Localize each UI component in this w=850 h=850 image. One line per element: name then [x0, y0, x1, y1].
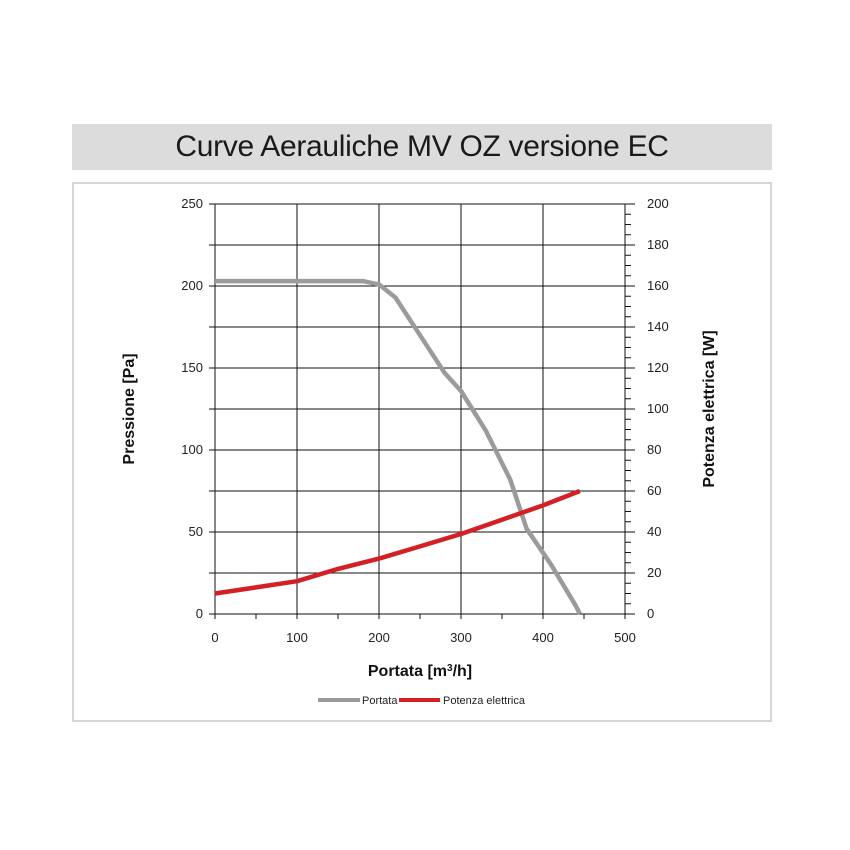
y2-axis-title: Potenza elettrica [W] [701, 330, 718, 487]
y-tick-label: 250 [181, 196, 203, 211]
y2-tick-label: 200 [647, 196, 669, 211]
grid-lines [209, 203, 626, 615]
chart-panel [72, 182, 772, 722]
y-axis-title: Pressione [Pa] [121, 353, 138, 464]
legend: Portata Potenza elettrica [318, 695, 526, 707]
legend-label-potenza: Potenza elettrica [443, 695, 526, 707]
y2-tick-label: 20 [647, 565, 661, 580]
y2-tick-label: 120 [647, 360, 669, 375]
legend-label-portata: Portata [362, 695, 398, 707]
y2-tick-label: 0 [647, 606, 654, 621]
y2-tick-label: 60 [647, 483, 661, 498]
series-line-potenza-elettrica [214, 488, 581, 596]
right-axis: 0 20 40 60 80 100 120 140 160 180 200 [625, 196, 669, 621]
x-tick-label: 100 [286, 630, 308, 645]
series-line-portata [215, 278, 582, 616]
x-tick-label: 300 [450, 630, 472, 645]
y2-tick-label: 40 [647, 524, 661, 539]
y-tick-label: 0 [196, 606, 203, 621]
y-tick-label: 150 [181, 360, 203, 375]
x-axis-title: Portata [m3/h] [368, 663, 472, 681]
x-tick-label: 500 [614, 630, 636, 645]
y2-tick-label: 80 [647, 442, 661, 457]
x-tick-label: 0 [211, 630, 218, 645]
y-tick-label: 100 [181, 442, 203, 457]
y2-tick-label: 180 [647, 237, 669, 252]
y2-tick-label: 160 [647, 278, 669, 293]
y2-tick-label: 140 [647, 319, 669, 334]
y-tick-label: 200 [181, 278, 203, 293]
series-layer [214, 278, 582, 616]
left-axis: 0 50 100 150 200 250 [181, 196, 203, 621]
x-tick-label: 400 [532, 630, 554, 645]
chart-title: Curve Aerauliche MV OZ versione EC [175, 130, 669, 163]
y-tick-label: 50 [189, 524, 203, 539]
x-axis: 0 100 200 300 400 500 [211, 614, 636, 645]
x-tick-label: 200 [368, 630, 390, 645]
chart-title-bar: Curve Aerauliche MV OZ versione EC [72, 124, 772, 170]
y2-tick-label: 100 [647, 401, 669, 416]
